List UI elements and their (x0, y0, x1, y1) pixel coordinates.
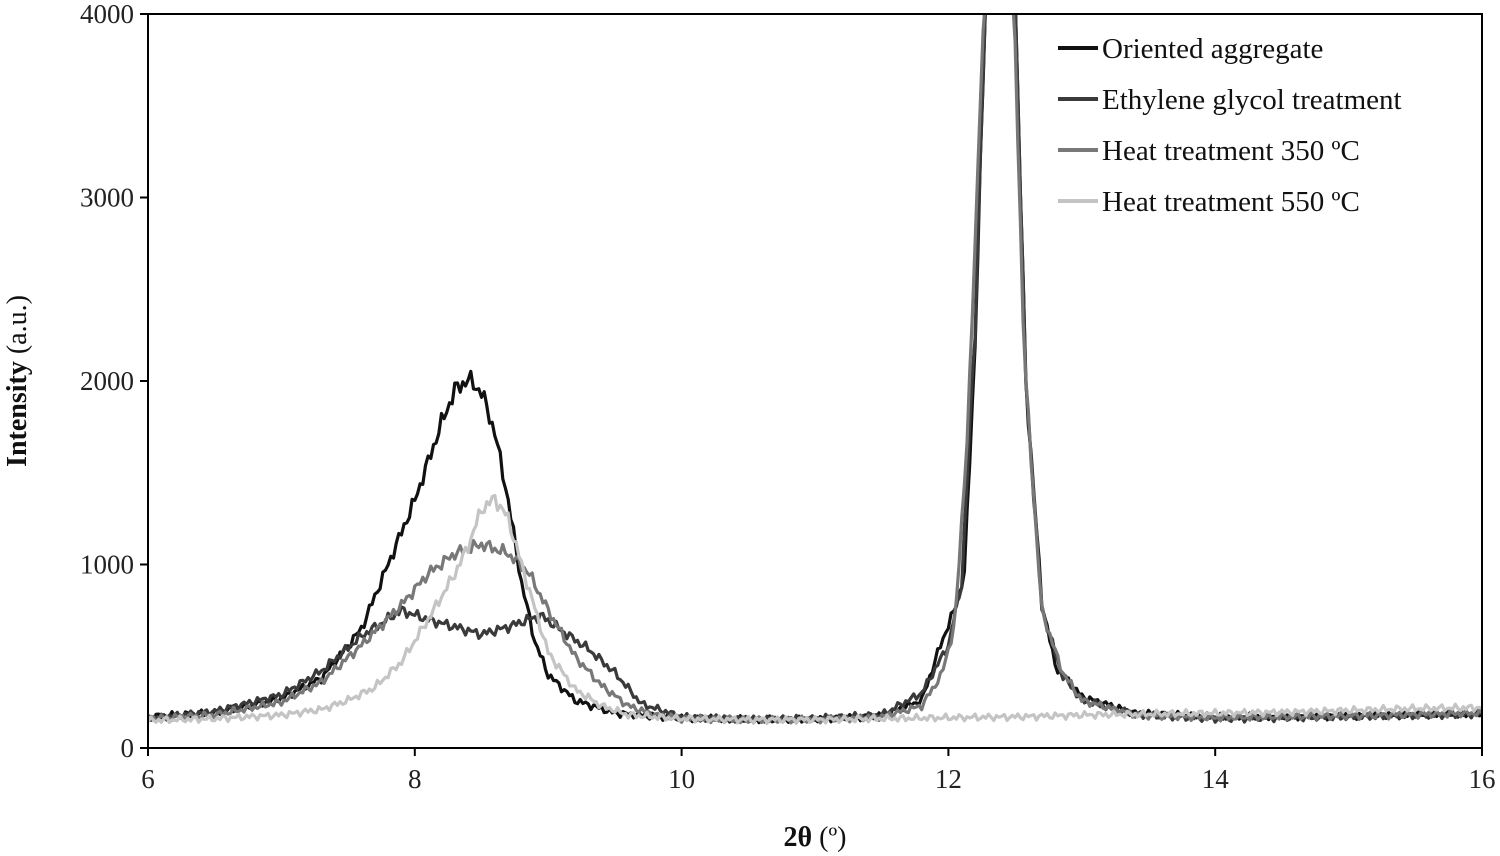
x-axis-title-unit: (º) (812, 822, 846, 853)
legend-label: Heat treatment 350 ºC (1102, 135, 1360, 167)
legend: Oriented aggregate Ethylene glycol treatm… (1058, 33, 1402, 218)
x-tick-label: 12 (935, 764, 962, 794)
series-lines (148, 14, 1482, 725)
y-tick-label: 1000 (80, 550, 134, 580)
y-axis-title: Intensity (a.u.) (2, 295, 33, 467)
y-tick-label: 0 (121, 733, 135, 763)
y-axis-title-unit: (a.u.) (2, 295, 33, 361)
x-axis-title-main: 2θ (784, 822, 813, 853)
x-tick-label: 14 (1202, 764, 1230, 794)
y-tick-labels: 0 1000 2000 3000 4000 (80, 0, 134, 763)
y-tick-label: 2000 (80, 366, 134, 396)
y-axis-title-main: Intensity (2, 361, 33, 467)
y-tick-label: 4000 (80, 0, 134, 29)
legend-label: Oriented aggregate (1102, 33, 1323, 65)
x-tick-label: 6 (141, 764, 155, 794)
series-line-4 (148, 493, 1482, 725)
tick-marks (140, 13, 1483, 756)
y-tick-label: 3000 (80, 183, 134, 213)
x-tick-label: 8 (408, 764, 422, 794)
x-tick-label: 16 (1469, 764, 1496, 794)
plot-area-frame (147, 13, 1483, 749)
x-tick-label: 10 (668, 764, 695, 794)
x-axis-title: 2θ (º) (784, 822, 847, 853)
x-tick-labels: 6 8 10 12 14 16 (141, 764, 1495, 794)
legend-label: Heat treatment 550 ºC (1102, 186, 1360, 218)
legend-label: Ethylene glycol treatment (1102, 84, 1402, 116)
